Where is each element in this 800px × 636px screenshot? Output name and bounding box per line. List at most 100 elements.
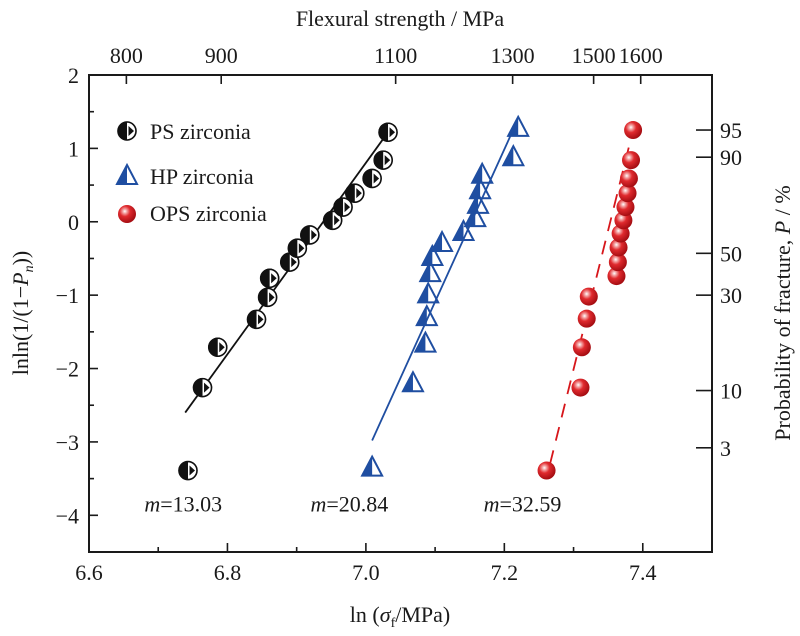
data-point-ops bbox=[577, 309, 596, 328]
x-axis-title: ln (σf/MPa) bbox=[350, 602, 450, 631]
circle-marker-outline bbox=[287, 238, 308, 258]
right-axis-title-pre: Probability of fracture, bbox=[770, 234, 795, 441]
triangle-marker-outline bbox=[360, 454, 384, 477]
data-point-ps bbox=[300, 225, 320, 245]
legend-label-ps: PS zirconia bbox=[150, 119, 251, 144]
circle-marker-outline bbox=[117, 121, 137, 141]
triangle-marker-outline bbox=[401, 370, 425, 393]
circle-marker-outline bbox=[322, 210, 343, 231]
top-tick-label: 1100 bbox=[374, 43, 417, 68]
data-point-hp bbox=[501, 144, 525, 167]
x-axis-title-sub: f bbox=[391, 616, 396, 631]
circle-marker-outline bbox=[362, 168, 382, 189]
sphere-marker bbox=[624, 121, 643, 140]
data-point-hp bbox=[470, 161, 494, 184]
right-axis-title-p: P bbox=[770, 221, 795, 235]
fit-line-ps bbox=[184, 131, 389, 414]
circle-marker-arrow bbox=[298, 243, 305, 254]
sphere-marker bbox=[622, 151, 641, 170]
annotation-ops-m: m bbox=[484, 492, 500, 517]
circle-marker-arrow bbox=[344, 202, 351, 213]
data-point-ps bbox=[287, 238, 308, 258]
data-point-hp bbox=[413, 330, 438, 353]
circle-marker-outline bbox=[378, 122, 398, 143]
x-tick-label: 7.4 bbox=[629, 560, 657, 585]
triangle-marker-outline bbox=[430, 229, 454, 253]
circle-marker-arrow bbox=[373, 173, 380, 184]
right-axis-title-post: / % bbox=[770, 185, 795, 220]
data-point-hp bbox=[420, 243, 444, 266]
triangle-marker-outline bbox=[501, 144, 525, 167]
circle-marker-arrow bbox=[334, 215, 340, 226]
triangle-marker-outline bbox=[468, 177, 492, 200]
legend-marker-ops bbox=[118, 205, 136, 223]
circle-marker-outline bbox=[373, 150, 393, 170]
circle-marker-arrow bbox=[128, 126, 134, 136]
triangle-marker-outline bbox=[418, 259, 442, 283]
data-point-ps bbox=[257, 287, 278, 308]
data-point-hp bbox=[401, 370, 425, 393]
y-axis-title-post: )) bbox=[8, 251, 33, 266]
data-point-ps bbox=[259, 268, 280, 289]
data-point-ops bbox=[572, 338, 591, 357]
right-tick-label: 95 bbox=[720, 118, 742, 143]
data-point-ops bbox=[607, 267, 626, 286]
circle-marker-arrow bbox=[189, 465, 195, 476]
circle-marker-outline bbox=[333, 197, 353, 217]
y-tick-label: −2 bbox=[56, 357, 79, 382]
annotation-ps-m: m bbox=[144, 492, 160, 517]
circle-marker-outline bbox=[207, 337, 228, 358]
legend-marker-ps bbox=[117, 121, 137, 141]
triangle-marker-outline bbox=[415, 304, 439, 327]
right-tick-label: 10 bbox=[720, 379, 742, 404]
triangle-marker-outline bbox=[463, 204, 487, 228]
y-tick-label: 2 bbox=[68, 63, 79, 88]
y-tick-label: −4 bbox=[56, 503, 79, 528]
annotation-hp: m=20.84 bbox=[311, 492, 389, 517]
triangle-marker-outline bbox=[506, 114, 530, 137]
data-point-hp bbox=[418, 259, 442, 283]
data-point-ps bbox=[378, 122, 398, 143]
top-tick-label: 1300 bbox=[491, 43, 535, 68]
top-tick-label: 900 bbox=[205, 43, 238, 68]
triangle-marker-outline bbox=[420, 243, 444, 266]
y-tick-label: −1 bbox=[56, 283, 79, 308]
circle-marker-arrow bbox=[311, 229, 317, 240]
top-tick-label: 1500 bbox=[572, 43, 616, 68]
data-point-ps bbox=[192, 377, 213, 398]
right-axis-title: Probability of fracture, P / % bbox=[770, 185, 795, 440]
sphere-marker bbox=[572, 338, 591, 357]
top-tick-label: 1600 bbox=[619, 43, 663, 68]
data-point-ops bbox=[579, 287, 598, 306]
data-point-hp bbox=[430, 229, 454, 253]
circle-marker-arrow bbox=[384, 155, 391, 166]
data-point-ops bbox=[571, 378, 590, 397]
sphere-marker bbox=[619, 169, 638, 188]
triangle-marker-outline bbox=[413, 330, 438, 353]
data-point-ps bbox=[207, 337, 228, 358]
data-point-ops bbox=[537, 461, 556, 480]
plot-frame bbox=[88, 74, 713, 553]
circle-marker-arrow bbox=[356, 188, 362, 199]
y-axis-title-pre: lnln(1/(1− bbox=[8, 286, 33, 375]
y-axis-title-sub: n bbox=[22, 265, 37, 272]
sphere-marker bbox=[571, 378, 590, 397]
data-point-hp bbox=[468, 177, 492, 200]
data-point-ops bbox=[619, 169, 638, 188]
data-point-hp bbox=[360, 454, 384, 477]
y-axis-title-p: P bbox=[8, 272, 33, 286]
triangle-marker-outline bbox=[451, 218, 476, 242]
annotation-ops-value: =32.59 bbox=[499, 492, 561, 517]
circle-marker-arrow bbox=[204, 382, 210, 393]
data-point-ps bbox=[362, 168, 382, 189]
weibull-modulus-annotations: m=13.03 m=20.84 m=32.59 bbox=[144, 492, 561, 517]
data-point-hp bbox=[416, 281, 440, 304]
circle-marker-arrow bbox=[219, 342, 225, 353]
circle-marker-outline bbox=[178, 460, 198, 481]
annotation-ps-value: =13.03 bbox=[160, 492, 222, 517]
circle-marker-arrow bbox=[389, 127, 396, 138]
data-point-ps bbox=[345, 183, 365, 203]
annotation-ps: m=13.03 bbox=[144, 492, 222, 517]
